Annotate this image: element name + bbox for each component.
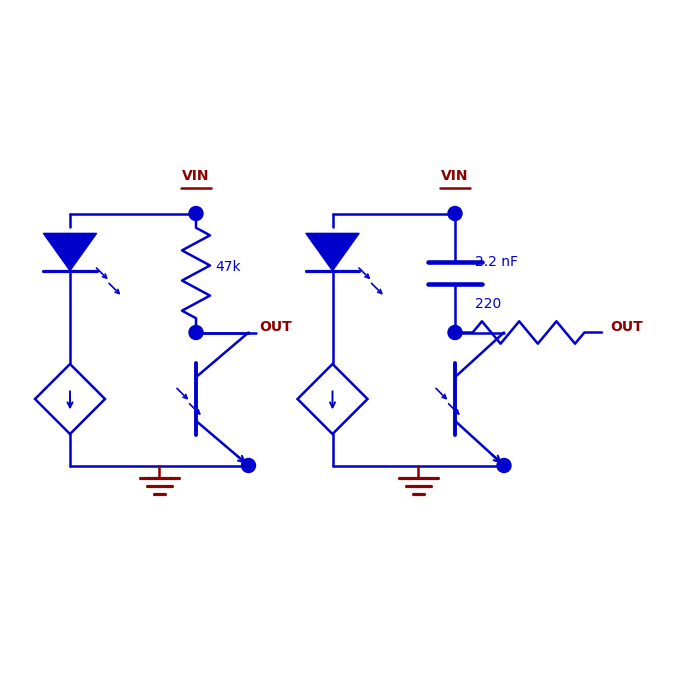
Circle shape <box>448 326 462 340</box>
Circle shape <box>189 206 203 220</box>
Circle shape <box>189 326 203 340</box>
Polygon shape <box>43 233 97 271</box>
Circle shape <box>497 458 511 472</box>
Circle shape <box>241 458 255 472</box>
Text: OUT: OUT <box>259 320 292 334</box>
Text: 220: 220 <box>475 298 501 312</box>
Text: OUT: OUT <box>610 320 643 334</box>
Text: VIN: VIN <box>182 169 210 183</box>
Polygon shape <box>306 233 359 271</box>
Text: VIN: VIN <box>441 169 469 183</box>
Text: 2.2 nF: 2.2 nF <box>475 256 517 270</box>
Text: 47k: 47k <box>216 260 241 274</box>
Circle shape <box>448 206 462 220</box>
